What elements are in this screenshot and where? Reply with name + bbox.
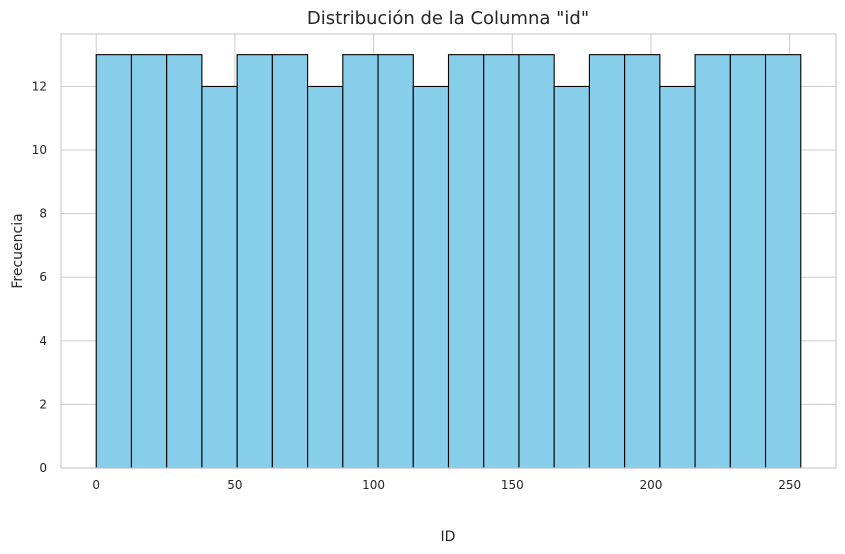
histogram-bar-1 (130, 54, 168, 469)
histogram-bar-4 (236, 54, 273, 469)
x-tick-label-2: 100 (362, 478, 385, 492)
histogram-bar-3 (201, 85, 238, 469)
tick-labels: 0 50 100 150 200 250 0 2 4 6 8 10 12 (32, 79, 801, 492)
plot-frame (60, 33, 837, 469)
x-axis-label: ID (441, 529, 456, 545)
x-tick-label-3: 150 (501, 478, 524, 492)
y-tick-label-3: 6 (39, 270, 47, 284)
histogram-bar-2 (166, 54, 203, 469)
y-tick-label-6: 12 (32, 79, 47, 93)
y-tick-label-0: 0 (39, 461, 47, 475)
histogram-bar-10 (447, 54, 485, 469)
y-axis-label: Frecuencia (10, 213, 26, 288)
x-tick-label-1: 50 (227, 478, 242, 492)
histogram-bar-8 (377, 54, 414, 469)
bars (95, 54, 802, 469)
x-tick-label-5: 250 (778, 478, 801, 492)
y-tick-label-1: 2 (39, 397, 47, 411)
histogram-bar-18 (729, 54, 767, 469)
histogram-bar-15 (624, 54, 661, 469)
histogram-bar-5 (271, 54, 309, 469)
histogram-bar-11 (483, 54, 520, 469)
histogram-bar-9 (412, 85, 450, 469)
histogram-bar-7 (342, 54, 379, 469)
x-tick-label-0: 0 (92, 478, 100, 492)
histogram-bar-14 (588, 54, 626, 469)
histogram-bar-12 (518, 54, 555, 469)
x-tick-label-4: 200 (640, 478, 663, 492)
y-tick-label-2: 4 (39, 334, 47, 348)
chart-title: Distribución de la Columna "id" (307, 8, 589, 29)
histogram-bar-19 (764, 54, 802, 469)
histogram-bar-0 (95, 54, 133, 469)
histogram-bar-6 (307, 85, 344, 469)
histogram-bar-16 (659, 85, 696, 469)
histogram-bar-13 (553, 85, 590, 469)
y-tick-label-5: 10 (32, 143, 47, 157)
y-tick-label-4: 8 (39, 207, 47, 221)
histogram-bar-17 (694, 54, 731, 469)
